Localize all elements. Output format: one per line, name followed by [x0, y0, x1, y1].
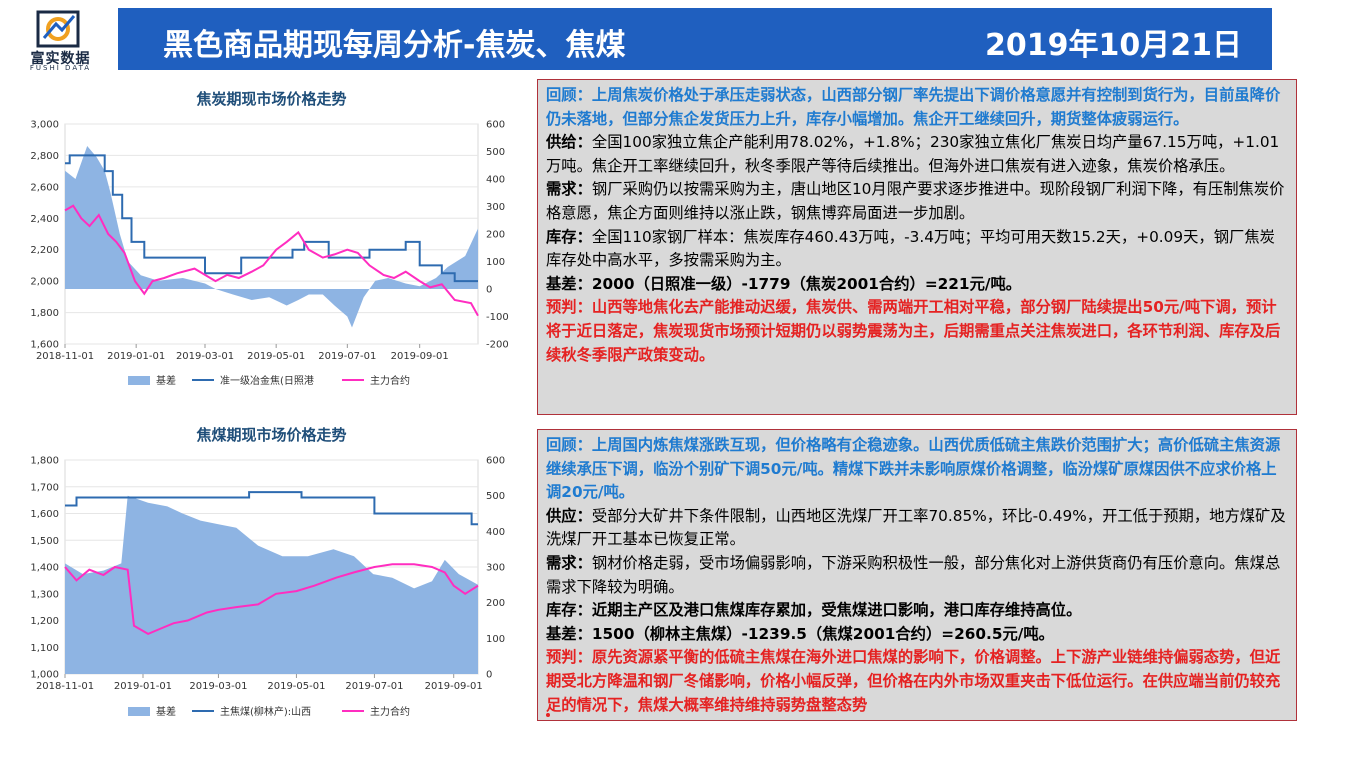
header-bar: 黑色商品期现每周分析-焦炭、焦煤 2019年10月21日: [118, 8, 1272, 70]
coal-chart-svg: 焦煤期现市场价格走势 1,000 1,100 1,200 1,300 1,400 1,500…: [30, 426, 505, 718]
series-basis-area: [65, 146, 478, 328]
coal-supply-label: 供应：: [546, 506, 592, 525]
x-axis-tick-label: 2018-11-01: [36, 681, 94, 692]
right-axis-tick-label: -100: [486, 312, 509, 323]
right-axis-tick-label: 500: [486, 491, 505, 502]
right-axis-tick-label: 0: [486, 670, 492, 681]
coke-demand-text: 钢厂采购仍以按需采购为主，唐山地区10月限产要求逐步推进中。现阶段钢厂利润下降，…: [546, 180, 1285, 222]
series-spot-price-line: [65, 491, 478, 526]
series-futures-line: [64, 563, 479, 636]
report-date: 2019年10月21日: [985, 28, 1242, 63]
coke-demand-label: 需求：: [546, 180, 592, 199]
legend-swatch-basis: [128, 707, 150, 716]
right-axis-tick-label: 200: [486, 598, 505, 609]
left-axis-tick-label: 2,200: [30, 245, 59, 256]
series-spot-price-line: [65, 154, 478, 283]
coal-basis: 基差：1500（柳林主焦煤）-1239.5（焦煤2001合约）=260.5元/吨…: [546, 624, 1054, 643]
coke-supply-label: 供给：: [546, 133, 592, 152]
x-axis-tick-label: 2018-11-01: [36, 351, 94, 362]
left-axis-tick-label: 1,300: [30, 589, 59, 600]
x-axis-tick-label: 2019-05-01: [267, 681, 325, 692]
coal-analysis-panel: 回顾：上周国内炼焦煤涨跌互现，但价格略有企稳迹象。山西优质低硫主焦跌价范围扩大；…: [537, 429, 1297, 721]
legend-label: 基差: [156, 705, 176, 718]
x-axis-tick-label: 2019-07-01: [318, 351, 376, 362]
coke-supply-text: 全国100家独立焦企产能利用78.02%，+1.8%；230家独立焦化厂焦炭日均…: [546, 133, 1280, 175]
legend-label: 主焦煤(柳林产):山西: [220, 705, 311, 718]
coal-review: 回顾：上周国内炼焦煤涨跌互现，但价格略有企稳迹象。山西优质低硫主焦跌价范围扩大；…: [546, 436, 1281, 502]
legend-label: 准一级冶金焦(日照港: [220, 374, 314, 387]
right-axis-tick-label: 200: [486, 230, 505, 241]
x-axis-tick-label: 2019-09-01: [391, 351, 449, 362]
logo-subtitle: FUSHI DATA: [29, 64, 92, 72]
series-futures-line: [64, 204, 479, 317]
legend-swatch-basis: [128, 376, 150, 385]
series-basis-area: [65, 495, 478, 674]
left-axis-tick-label: 1,600: [30, 509, 59, 520]
x-axis-tick-label: 2019-01-01: [107, 351, 165, 362]
logo-name: 富实数据: [30, 51, 91, 67]
coke-stock-text: 全国110家钢厂样本：焦炭库存460.43万吨，-3.4万吨；平均可用天数15.…: [546, 227, 1275, 270]
left-axis-tick-label: 1,600: [30, 340, 59, 351]
coke-chart-svg: 焦炭期现市场价格走势 1,600 1,800 2,000 2,200 2,400 2,600…: [30, 90, 509, 387]
left-axis-tick-label: 2,600: [30, 182, 59, 193]
right-axis-tick-label: 300: [486, 202, 505, 213]
left-axis-tick-label: 1,800: [30, 308, 59, 319]
coke-stock-label: 库存：: [546, 227, 592, 246]
right-axis-tick-label: 500: [486, 147, 505, 158]
left-axis-tick-label: 1,800: [30, 456, 59, 467]
logo-icon: [36, 10, 80, 48]
left-axis-tick-label: 2,000: [30, 277, 59, 288]
coke-price-chart: 焦炭期现市场价格走势 1,600 1,800 2,000 2,200 2,400 2,600…: [10, 82, 515, 400]
x-axis-tick-label: 2019-09-01: [425, 681, 483, 692]
left-axis-tick-label: 1,000: [30, 670, 59, 681]
legend-label: 基差: [156, 374, 176, 387]
coal-forecast: 预判：原先资源紧平衡的低硫主焦煤在海外进口焦煤的影响下，价格调整。上下游产业链维…: [546, 648, 1281, 714]
coke-demand: 需求：钢厂采购仍以按需采购为主，唐山地区10月限产要求逐步推进中。现阶段钢厂利润…: [546, 178, 1288, 225]
coal-demand-label: 需求：: [546, 553, 592, 572]
right-axis-tick-label: 100: [486, 634, 505, 645]
chart-title: 焦煤期现市场价格走势: [195, 426, 346, 444]
left-axis-tick-label: 1,400: [30, 563, 59, 574]
coal-demand: 需求：钢材价格走弱，受市场偏弱影响，下游采购积极性一般，部分焦化对上游供货商仍有…: [546, 552, 1288, 599]
right-axis-tick-label: 300: [486, 563, 505, 574]
right-axis-tick-label: 400: [486, 527, 505, 538]
coke-stock: 库存：全国110家钢厂样本：焦炭库存460.43万吨，-3.4万吨；平均可用天数…: [546, 226, 1288, 273]
left-axis-tick-label: 3,000: [30, 120, 59, 131]
right-axis-tick-label: 400: [486, 175, 505, 186]
right-axis-tick-label: 600: [486, 120, 505, 131]
left-axis-tick-label: 1,100: [30, 643, 59, 654]
x-axis-tick-label: 2019-03-01: [189, 681, 247, 692]
coke-basis: 基差：2000（日照准一级）-1779（焦炭2001合约）=221元/吨。: [546, 274, 1022, 293]
plot-area: [64, 123, 479, 345]
coal-stock: 库存：近期主产区及港口焦煤库存累加，受焦煤进口影响，港口库存维持高位。: [546, 601, 1082, 620]
coal-demand-text: 钢材价格走弱，受市场偏弱影响，下游采购积极性一般，部分焦化对上游供货商仍有压价意…: [546, 553, 1281, 596]
left-axis-tick-label: 1,200: [30, 616, 59, 627]
legend-label: 主力合约: [370, 705, 410, 718]
coke-review: 回顾：上周焦炭价格处于承压走弱状态，山西部分钢厂率先提出下调价格意愿并有控制到货…: [546, 86, 1281, 128]
x-axis-tick-label: 2019-07-01: [345, 681, 403, 692]
left-axis-tick-label: 1,700: [30, 482, 59, 493]
company-logo: 富实数据 FUSHI DATA: [8, 8, 113, 72]
x-axis-tick-label: 2019-05-01: [247, 351, 305, 362]
coke-analysis-panel: 回顾：上周焦炭价格处于承压走弱状态，山西部分钢厂率先提出下调价格意愿并有控制到货…: [537, 79, 1297, 415]
right-axis-tick-label: 100: [486, 257, 505, 268]
coal-supply-text: 受部分大矿井下条件限制，山西地区洗煤厂开工率70.85%，环比-0.49%，开工…: [546, 506, 1286, 549]
page-title: 黑色商品期现每周分析-焦炭、焦煤: [163, 28, 626, 63]
coke-forecast: 预判：山西等地焦化去产能推动迟缓，焦炭供、需两端开工相对平稳，部分钢厂陆续提出5…: [546, 298, 1281, 364]
x-axis-tick-label: 2019-01-01: [114, 681, 172, 692]
chart-title: 焦炭期现市场价格走势: [195, 90, 346, 108]
coke-supply: 供给：全国100家独立焦企产能利用78.02%，+1.8%；230家独立焦化厂焦…: [546, 131, 1288, 178]
right-axis-tick-label: 0: [486, 285, 492, 296]
coal-supply: 供应：受部分大矿井下条件限制，山西地区洗煤厂开工率70.85%，环比-0.49%…: [546, 505, 1288, 552]
legend-label: 主力合约: [370, 374, 410, 387]
x-axis-tick-label: 2019-03-01: [176, 351, 234, 362]
left-axis-tick-label: 1,500: [30, 536, 59, 547]
left-axis-tick-label: 2,400: [30, 214, 59, 225]
right-axis-tick-label: 600: [486, 456, 505, 467]
right-axis-tick-label: -200: [486, 340, 509, 351]
bullet-dot: [546, 713, 550, 717]
left-axis-tick-label: 2,800: [30, 151, 59, 162]
coking-coal-price-chart: 焦煤期现市场价格走势 1,000 1,100 1,200 1,300 1,400 1,500…: [10, 418, 515, 728]
